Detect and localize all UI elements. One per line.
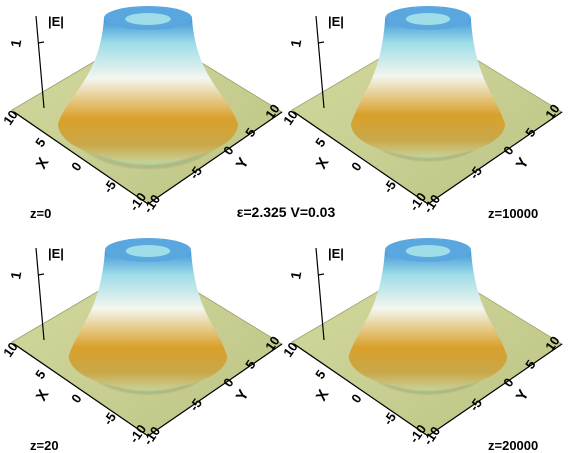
beam-hollow-core bbox=[125, 13, 171, 25]
x-tick-label: 5 bbox=[32, 135, 48, 150]
beam-profile-surface bbox=[58, 18, 238, 162]
beam-profile-surface bbox=[68, 250, 228, 390]
beam-hollow-core bbox=[125, 245, 171, 257]
z-axis-label: |E| bbox=[48, 14, 64, 29]
z-axis bbox=[35, 247, 45, 341]
center-caption: ε=2.325 V=0.03 bbox=[236, 204, 336, 220]
z-axis-label: |E| bbox=[328, 246, 344, 261]
x-tick-label: 10 bbox=[280, 339, 301, 359]
x-tick-label: 0 bbox=[68, 159, 84, 174]
x-axis bbox=[13, 343, 149, 437]
x-tick-label: 5 bbox=[32, 367, 48, 382]
z-distance-label: z=20 bbox=[30, 438, 59, 453]
y-axis bbox=[427, 111, 563, 205]
y-axis-label: Y bbox=[233, 155, 253, 172]
z-tick bbox=[317, 273, 325, 276]
z-tick-label: 1 bbox=[287, 38, 304, 49]
z-tick bbox=[317, 41, 325, 44]
y-axis-label: Y bbox=[513, 155, 533, 172]
z-distance-label: z=0 bbox=[30, 206, 51, 221]
x-tick-label: 10 bbox=[0, 339, 21, 359]
beam-hollow-core bbox=[405, 13, 451, 25]
beam-hollow-core bbox=[405, 245, 451, 257]
z-distance-label: z=20000 bbox=[488, 438, 538, 453]
x-tick-label: 0 bbox=[348, 159, 364, 174]
x-axis-label: X bbox=[33, 155, 53, 172]
x-tick-label: 5 bbox=[312, 135, 328, 150]
x-axis bbox=[13, 111, 149, 205]
z-tick-label: 1 bbox=[287, 270, 304, 281]
y-axis bbox=[147, 111, 283, 205]
z-axis-label: |E| bbox=[328, 14, 344, 29]
z-axis bbox=[315, 15, 325, 109]
x-axis-label: X bbox=[313, 387, 333, 404]
z-axis-label: |E| bbox=[48, 246, 64, 261]
x-tick-label: 10 bbox=[280, 107, 301, 127]
y-axis-label: Y bbox=[233, 387, 253, 404]
x-tick-label: 0 bbox=[68, 391, 84, 406]
z-tick bbox=[37, 273, 45, 276]
y-axis-label: Y bbox=[513, 387, 533, 404]
z-tick bbox=[37, 41, 45, 44]
z-axis bbox=[35, 15, 45, 109]
y-tick-label: 10 bbox=[542, 101, 563, 121]
y-tick-label: 10 bbox=[262, 101, 283, 121]
beam-profile-surface bbox=[350, 18, 506, 157]
x-tick-label: 10 bbox=[0, 107, 21, 127]
z-axis bbox=[315, 247, 325, 341]
beam-profile-surface bbox=[348, 250, 508, 390]
z-tick-label: 1 bbox=[7, 38, 24, 49]
y-tick-label: 10 bbox=[262, 333, 283, 353]
y-axis bbox=[427, 343, 563, 437]
x-tick-label: 0 bbox=[348, 391, 364, 406]
y-tick-label: 10 bbox=[542, 333, 563, 353]
x-axis-label: X bbox=[33, 387, 53, 404]
z-distance-label: z=10000 bbox=[488, 206, 538, 221]
x-axis bbox=[293, 111, 429, 205]
x-axis-label: X bbox=[313, 155, 333, 172]
x-axis bbox=[293, 343, 429, 437]
x-tick-label: 5 bbox=[312, 367, 328, 382]
y-axis bbox=[147, 343, 283, 437]
z-tick-label: 1 bbox=[7, 270, 24, 281]
